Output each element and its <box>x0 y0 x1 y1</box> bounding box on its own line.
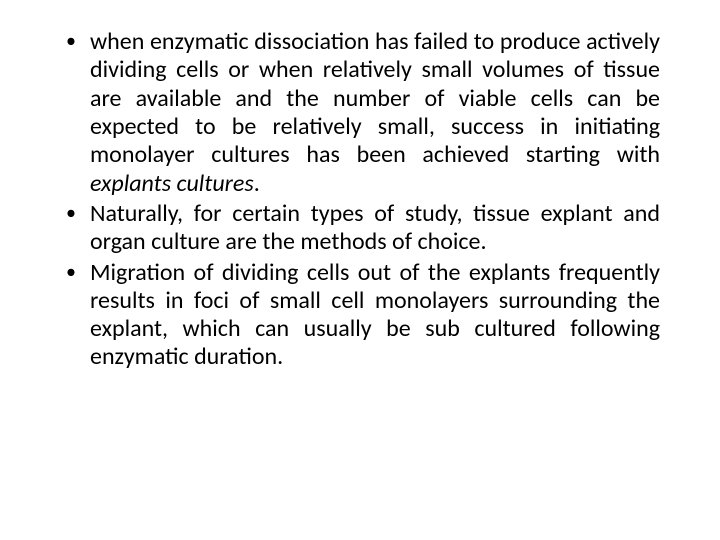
bullet-text-italic: explants cultures <box>90 169 254 198</box>
bullet-text-pre: Migration of dividing cells out of the e… <box>90 258 660 372</box>
list-item: when enzymatic dissociation has failed t… <box>60 28 660 198</box>
list-item: Naturally, for certain types of study, t… <box>60 200 660 257</box>
slide: when enzymatic dissociation has failed t… <box>0 0 720 540</box>
bullet-text-pre: Naturally, for certain types of study, t… <box>90 199 660 256</box>
bullet-text-post: . <box>254 169 260 198</box>
bullet-text-pre: when enzymatic dissociation has failed t… <box>90 27 660 169</box>
bullet-list: when enzymatic dissociation has failed t… <box>60 28 660 372</box>
list-item: Migration of dividing cells out of the e… <box>60 259 660 372</box>
